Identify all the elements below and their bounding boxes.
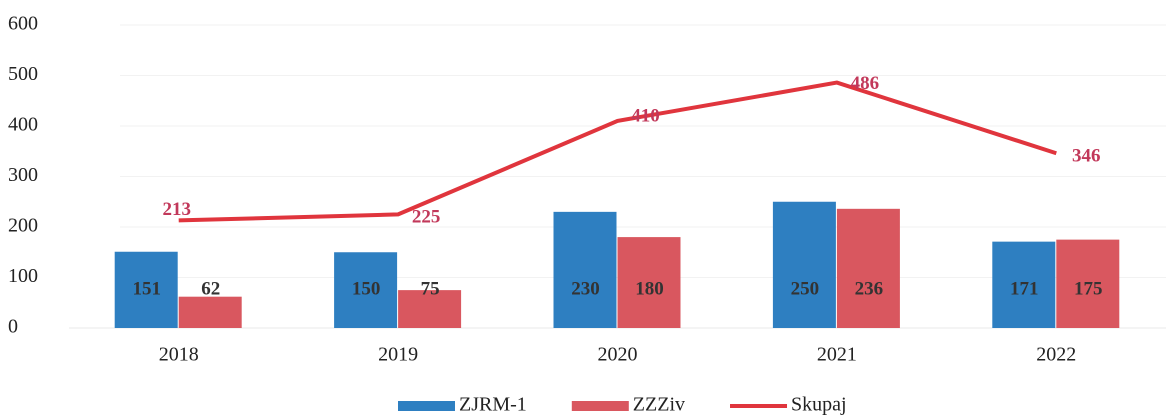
y-tick-label: 300 — [8, 164, 38, 186]
line-value-label: 486 — [851, 73, 880, 94]
bar — [114, 251, 178, 328]
y-tick-label: 600 — [8, 13, 38, 35]
legend-swatch — [571, 401, 629, 411]
y-tick-label: 500 — [8, 63, 38, 85]
bar-value-label: 180 — [635, 278, 664, 299]
y-tick-label: 400 — [8, 114, 38, 136]
legend-swatch — [398, 401, 455, 411]
bar-value-label: 175 — [1074, 278, 1103, 299]
legend-label: ZJRM-1 — [459, 394, 527, 416]
line — [178, 80, 1057, 223]
bar — [836, 208, 900, 328]
legend-label: ZZZiv — [633, 394, 685, 416]
bar-value-label: 75 — [421, 278, 440, 299]
bar — [617, 237, 681, 328]
bar — [398, 290, 462, 328]
bar-value-label: 62 — [201, 278, 220, 299]
legend-label: Skupaj — [791, 394, 847, 416]
bar-value-label: 171 — [1010, 278, 1039, 299]
x-tick-label: 2019 — [378, 344, 418, 366]
bar — [334, 252, 398, 328]
bar — [178, 296, 242, 328]
x-tick-label: 2021 — [817, 344, 857, 366]
bar — [1056, 239, 1120, 328]
bar-value-label: 230 — [571, 278, 600, 299]
line-value-label: 410 — [631, 105, 660, 126]
line-value-label: 213 — [162, 199, 191, 220]
y-tick-label: 0 — [8, 316, 18, 338]
line-value-label: 346 — [1072, 146, 1101, 167]
bar-value-label: 236 — [855, 278, 884, 299]
x-tick-label: 2020 — [598, 344, 638, 366]
bar-value-label: 250 — [791, 278, 820, 299]
y-tick-label: 100 — [8, 265, 38, 287]
line-value-label: 225 — [412, 207, 441, 228]
bar — [772, 201, 836, 328]
y-tick-label: 200 — [8, 215, 38, 237]
bar — [992, 241, 1056, 328]
bar-value-label: 151 — [132, 278, 161, 299]
bar — [553, 211, 617, 328]
x-tick-label: 2018 — [159, 344, 199, 366]
bar-value-label: 150 — [352, 278, 381, 299]
x-tick-label: 2022 — [1036, 344, 1076, 366]
